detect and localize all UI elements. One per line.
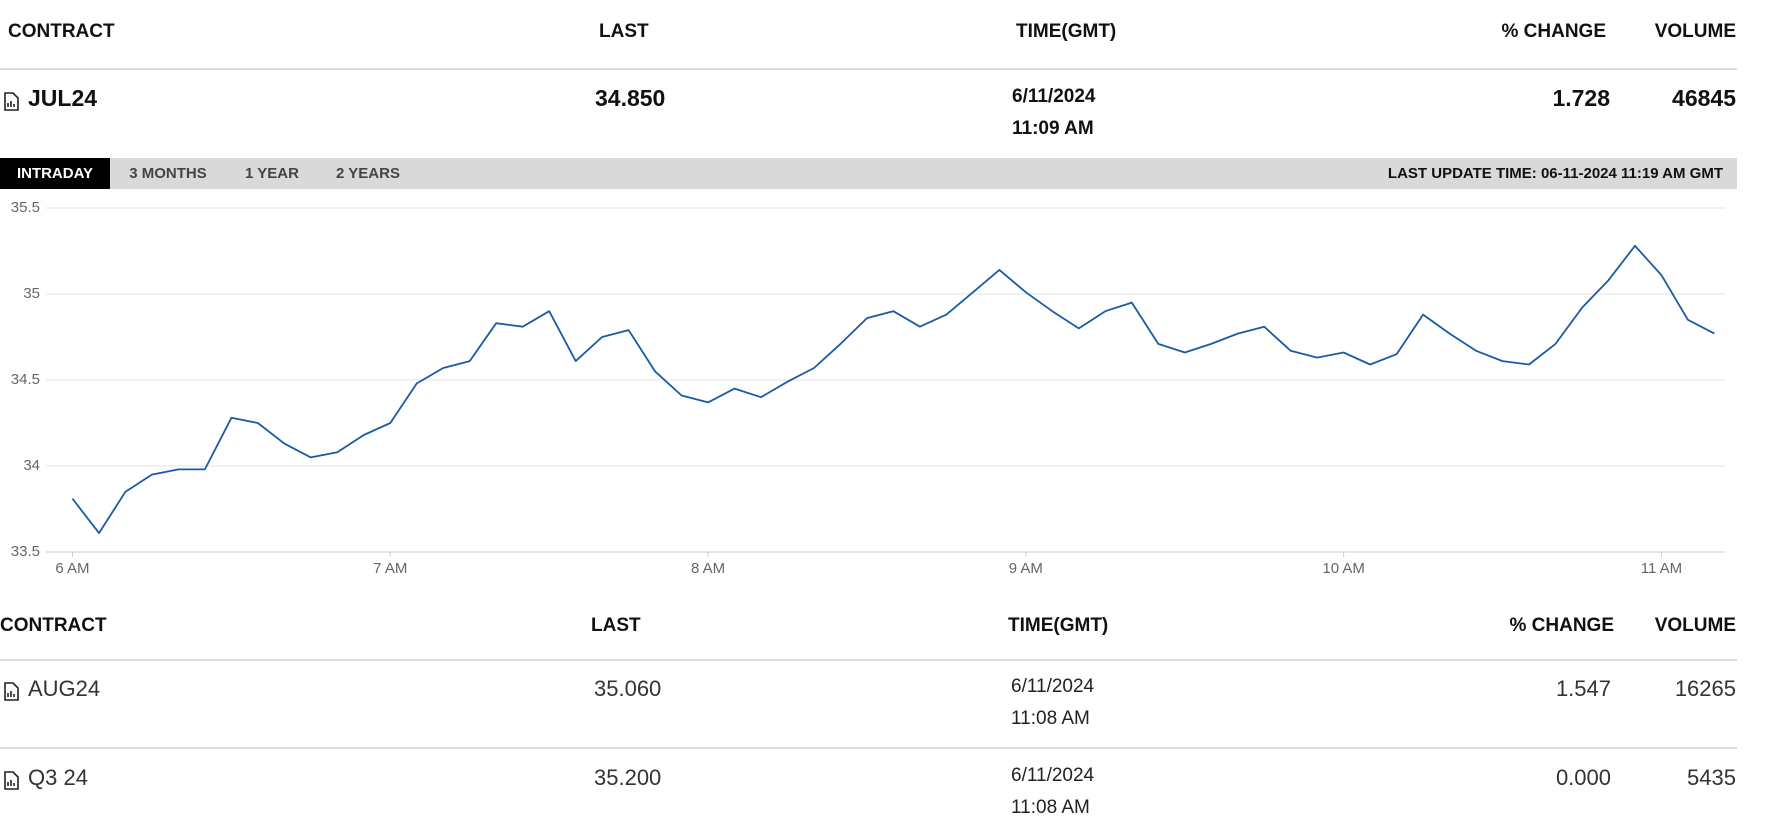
tab[interactable]: 3 MONTHS [129,165,207,182]
contract-name[interactable]: JUL24 [28,85,97,111]
y-tick-label: 33.5 [11,543,40,560]
x-tick-label: 10 AM [1322,560,1365,577]
y-tick-label: 35 [23,285,40,302]
tab-bar [0,158,1737,189]
column-header: TIME(GMT) [1008,615,1108,636]
x-tick-label: 11 AM [1641,560,1682,577]
pct-change: 0.000 [1556,765,1611,790]
column-header: % CHANGE [1501,21,1606,42]
column-header: % CHANGE [1509,615,1614,636]
contract-name[interactable]: Q3 24 [28,765,88,790]
file-icon[interactable] [4,771,19,790]
contract-name[interactable]: AUG24 [28,676,100,701]
file-icon[interactable] [4,682,19,701]
column-header: CONTRACT [8,21,115,42]
column-header: VOLUME [1655,21,1736,42]
x-tick-label: 6 AM [55,560,89,577]
x-tick-label: 7 AM [373,560,407,577]
last-update: LAST UPDATE TIME: 06-11-2024 11:19 AM GM… [1388,165,1723,182]
time-clock: 11:09 AM [1012,118,1094,139]
volume: 5435 [1687,765,1736,790]
file-icon[interactable] [4,92,19,111]
column-header: LAST [599,21,649,42]
price-line [71,244,1715,534]
volume: 16265 [1675,676,1736,701]
time-clock: 11:08 AM [1011,797,1090,818]
last-price: 34.850 [595,85,665,111]
column-header: VOLUME [1655,615,1736,636]
column-header: CONTRACT [0,615,107,636]
volume: 46845 [1672,85,1736,111]
tab-active-bg[interactable] [0,158,110,189]
column-header: LAST [591,615,641,636]
tab[interactable]: INTRADAY [17,165,93,182]
y-tick-label: 34 [23,457,40,474]
time-clock: 11:08 AM [1011,708,1090,729]
column-header: TIME(GMT) [1016,21,1116,42]
x-tick-label: 9 AM [1009,560,1043,577]
pct-change: 1.547 [1556,676,1611,701]
time-date: 6/11/2024 [1011,765,1095,786]
x-tick-label: 8 AM [691,560,725,577]
time-date: 6/11/2024 [1012,86,1096,107]
tab[interactable]: 1 YEAR [245,165,299,182]
last-price: 35.200 [594,765,661,790]
y-tick-label: 35.5 [11,199,40,216]
time-date: 6/11/2024 [1011,676,1095,697]
y-tick-label: 34.5 [11,371,40,388]
last-price: 35.060 [594,676,661,701]
pct-change: 1.728 [1552,85,1610,111]
tab[interactable]: 2 YEARS [336,165,400,182]
